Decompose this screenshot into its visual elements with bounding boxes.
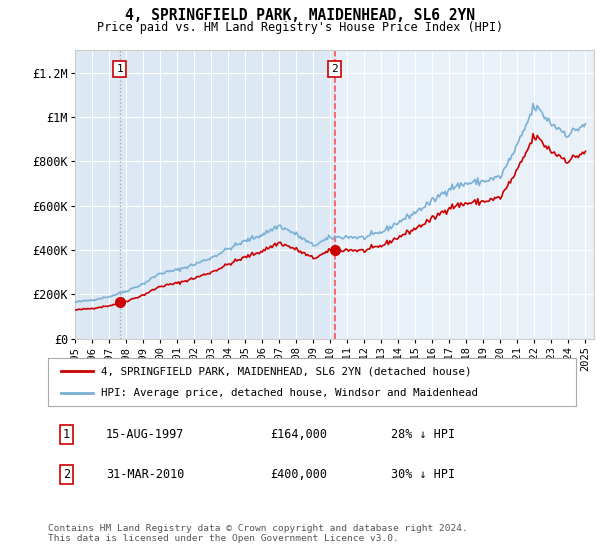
Text: Contains HM Land Registry data © Crown copyright and database right 2024.
This d: Contains HM Land Registry data © Crown c…: [48, 524, 468, 543]
Text: £164,000: £164,000: [270, 428, 327, 441]
Text: 1: 1: [116, 64, 123, 74]
Text: 2: 2: [63, 468, 70, 481]
Text: 15-AUG-1997: 15-AUG-1997: [106, 428, 184, 441]
Text: 28% ↓ HPI: 28% ↓ HPI: [391, 428, 455, 441]
Text: Price paid vs. HM Land Registry's House Price Index (HPI): Price paid vs. HM Land Registry's House …: [97, 21, 503, 34]
Text: 2: 2: [331, 64, 338, 74]
Text: HPI: Average price, detached house, Windsor and Maidenhead: HPI: Average price, detached house, Wind…: [101, 388, 478, 398]
Bar: [75, 50, 335, 339]
Text: 4, SPRINGFIELD PARK, MAIDENHEAD, SL6 2YN: 4, SPRINGFIELD PARK, MAIDENHEAD, SL6 2YN: [125, 8, 475, 24]
Text: 30% ↓ HPI: 30% ↓ HPI: [391, 468, 455, 481]
Text: 1: 1: [63, 428, 70, 441]
Text: 4, SPRINGFIELD PARK, MAIDENHEAD, SL6 2YN (detached house): 4, SPRINGFIELD PARK, MAIDENHEAD, SL6 2YN…: [101, 366, 472, 376]
Text: £400,000: £400,000: [270, 468, 327, 481]
Text: 31-MAR-2010: 31-MAR-2010: [106, 468, 184, 481]
